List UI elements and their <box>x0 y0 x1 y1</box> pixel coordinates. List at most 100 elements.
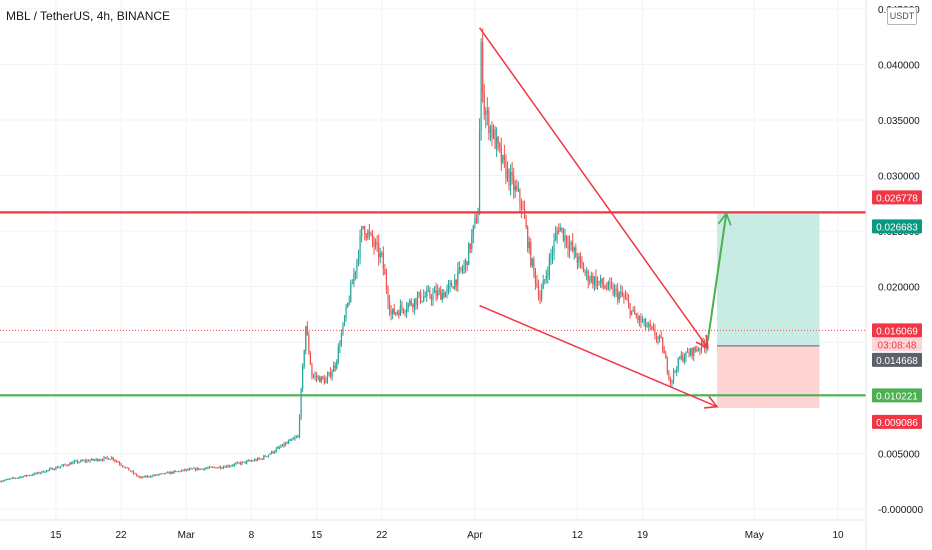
candle-body <box>699 349 701 351</box>
candle-body <box>693 347 695 357</box>
time-tick-label: May <box>745 530 764 541</box>
candle-body <box>365 235 367 238</box>
candle-body <box>328 371 330 376</box>
position-zones <box>717 211 820 408</box>
candle-body <box>559 227 561 232</box>
candle-body <box>25 475 27 477</box>
candle-body <box>480 42 482 131</box>
candle-body <box>651 326 653 328</box>
candle-body <box>371 233 374 242</box>
candle-body <box>679 358 681 360</box>
candle-body <box>320 376 322 383</box>
candle-body <box>194 468 197 471</box>
candle-body <box>177 471 180 473</box>
candle-body <box>533 258 535 270</box>
candle-body <box>353 274 355 284</box>
candle-body <box>634 310 636 315</box>
profit-zone <box>717 211 820 346</box>
candle-body <box>542 280 544 290</box>
candle-body <box>572 242 574 251</box>
candle-body <box>447 285 450 289</box>
candle-body <box>118 462 121 465</box>
candle-body <box>229 466 231 468</box>
candle-body <box>154 474 156 476</box>
candle-body <box>522 208 524 210</box>
candle-body <box>469 243 471 249</box>
candle-body <box>537 286 540 298</box>
candle-body <box>662 337 664 352</box>
candle-body <box>558 230 560 232</box>
time-axis[interactable]: 15 22 Mar 8 15 22 Apr 12 19 May 10 <box>0 519 866 541</box>
candle-body <box>236 462 239 464</box>
candle-body <box>655 336 658 340</box>
candle-body <box>81 460 83 462</box>
candle-body <box>193 468 195 470</box>
candle-body <box>292 438 294 440</box>
candle-body <box>125 467 127 469</box>
candle-body <box>631 310 633 315</box>
candle-body <box>149 476 152 478</box>
candle-body <box>316 375 318 378</box>
candle-body <box>458 267 460 270</box>
candle-body <box>337 347 339 361</box>
candle-body <box>626 298 628 301</box>
candle-body <box>544 279 546 281</box>
annotations[interactable] <box>478 27 732 409</box>
candle-body <box>601 278 603 285</box>
candle-body <box>224 466 226 468</box>
candle-body <box>348 301 350 304</box>
currency-button[interactable]: USDT <box>887 7 917 25</box>
candle-body <box>11 477 14 479</box>
candle-body <box>2 480 4 482</box>
candle-body <box>395 312 397 315</box>
candle-body <box>646 326 648 328</box>
candle-body <box>645 319 647 327</box>
candle-body <box>500 147 502 163</box>
candle-body <box>8 478 10 480</box>
candle-body <box>409 300 411 304</box>
candle-body <box>513 175 515 191</box>
candle-body <box>253 459 256 461</box>
loss-zone <box>717 345 820 408</box>
candle-body <box>609 282 611 285</box>
candle-body <box>604 286 606 289</box>
candle-body <box>218 466 220 468</box>
candle-body <box>525 218 527 228</box>
candle-body <box>222 466 225 468</box>
candle-body <box>396 312 398 314</box>
candle-body <box>596 280 599 286</box>
candle-body <box>140 476 142 478</box>
candle-body <box>216 467 218 469</box>
candle-body <box>56 467 59 469</box>
horizontal-lines[interactable] <box>0 211 866 397</box>
candle-body <box>683 358 686 362</box>
candle-body <box>582 264 585 273</box>
candle-body <box>171 471 173 474</box>
candle-body <box>592 275 594 285</box>
resistance-price-label: 0.026683 <box>876 222 918 233</box>
candle-body <box>508 169 510 186</box>
candle-body <box>548 257 550 275</box>
candle-body <box>669 378 672 383</box>
candle-body <box>142 476 144 478</box>
candle-body <box>14 478 17 480</box>
candle-body <box>49 468 51 470</box>
candle-body <box>280 446 282 448</box>
candle-body <box>627 300 630 304</box>
candle-body <box>606 288 608 290</box>
time-tick-label: Apr <box>467 530 483 541</box>
candle-body <box>72 462 74 465</box>
price-axis[interactable]: 0.0450000.0400000.0350000.0300000.025000… <box>865 0 923 550</box>
candle-body <box>398 312 400 316</box>
support-price-label-box <box>872 388 922 403</box>
candle-body <box>179 471 181 473</box>
candle-body <box>205 468 208 470</box>
candle-body <box>159 473 161 475</box>
candle-body <box>21 476 23 478</box>
candle-body <box>457 269 459 286</box>
candle-body <box>506 169 509 179</box>
candle-body <box>374 242 377 247</box>
candle-body <box>536 283 538 287</box>
candle-body <box>516 186 518 190</box>
